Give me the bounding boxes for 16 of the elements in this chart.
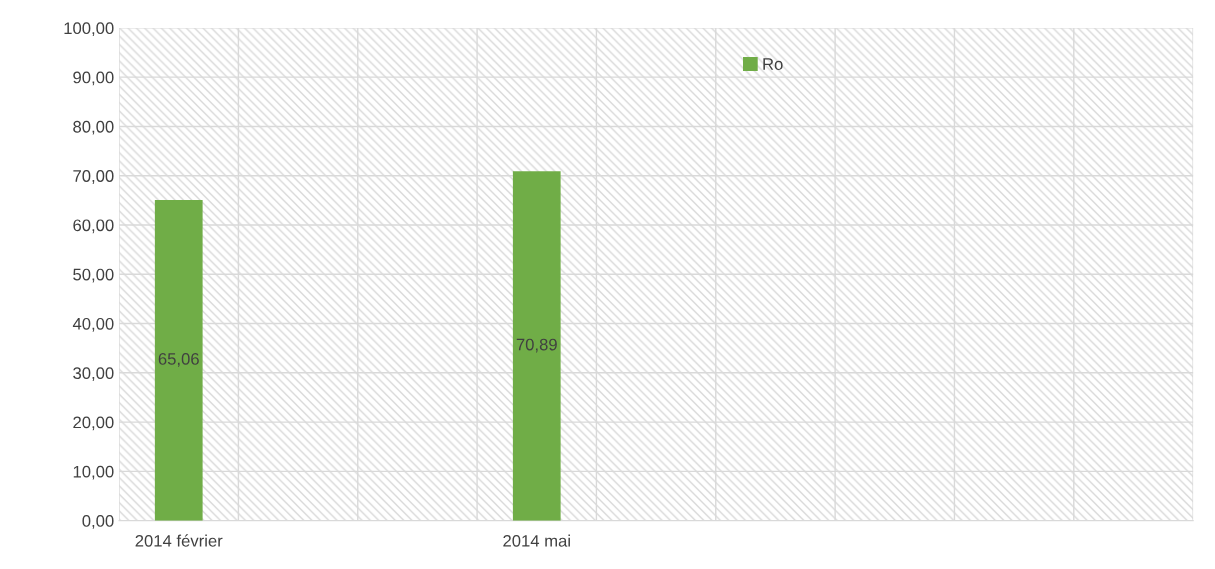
y-tick-label: 80,00 xyxy=(73,120,114,135)
y-tick-label: 20,00 xyxy=(73,416,114,431)
y-tick-label: 70,00 xyxy=(73,170,114,184)
x-tick-label: 2014 février xyxy=(135,534,223,547)
data-label: 70,89 xyxy=(516,338,557,353)
y-tick-label: 100,00 xyxy=(64,22,114,37)
y-tick-label: 60,00 xyxy=(73,219,114,234)
y-tick-label: 90,00 xyxy=(73,71,114,86)
y-tick-label: 10,00 xyxy=(73,465,114,480)
x-tick-label: 2014 mai xyxy=(503,534,570,547)
y-tick-label: 40,00 xyxy=(72,317,114,332)
legend-label: Ro xyxy=(763,58,783,70)
y-tick-label: 50,00 xyxy=(73,268,114,283)
data-label: 65,06 xyxy=(158,353,199,367)
y-tick-label: 30,00 xyxy=(73,367,114,381)
y-tick-label: 0,00 xyxy=(82,515,114,529)
